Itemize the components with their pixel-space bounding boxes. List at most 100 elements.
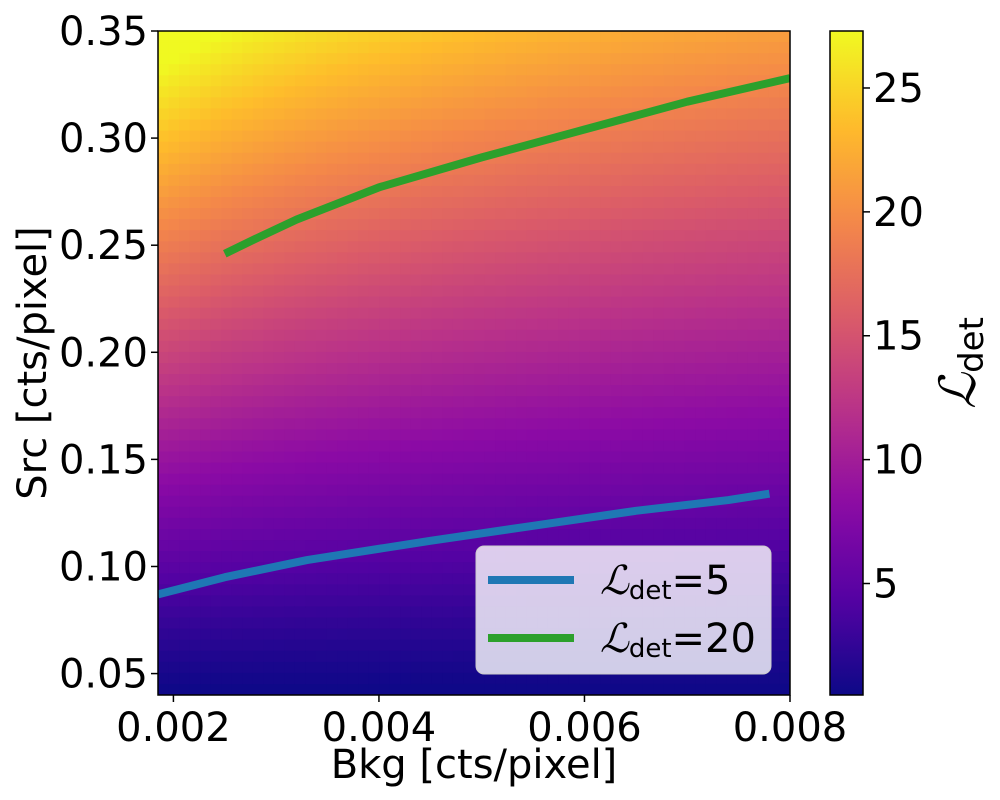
heatmap-cell [642,340,654,353]
heatmap-cell [642,396,654,408]
heatmap-cell [221,185,233,198]
heatmap-cell [252,241,264,253]
heatmap-cell [474,451,486,464]
heatmap-cell [779,351,790,364]
heatmap-cell [410,174,422,187]
heatmap-cell [737,130,749,143]
heatmap-cell [400,606,412,619]
heatmap-cell [189,562,201,574]
heatmap-cell [431,86,443,98]
heatmap-cell [179,219,191,231]
y-tick-label: 0.30 [59,116,148,162]
heatmap-cell [305,53,317,65]
heatmap-cell [400,462,412,475]
heatmap-cell [379,573,391,585]
heatmap-cell [221,296,233,309]
heatmap-cell [758,462,770,475]
heatmap-cell [221,529,233,541]
heatmap-cell [632,484,644,497]
heatmap-cell [779,285,790,298]
heatmap-cell [337,495,349,508]
heatmap-cell [632,86,644,98]
heatmap-cell [368,374,380,386]
heatmap-cell [621,451,633,464]
heatmap-cell [242,639,254,652]
heatmap-cell [347,31,359,43]
heatmap-cell [158,385,170,397]
heatmap-cell [442,573,454,585]
heatmap-cell [252,163,264,176]
heatmap-cell [263,683,275,695]
heatmap-cell [610,672,623,685]
heatmap-cell [400,529,412,541]
heatmap-cell [326,285,338,298]
heatmap-cell [684,53,696,65]
heatmap-cell [347,584,359,596]
heatmap-cell [526,119,538,132]
heatmap-cell [632,197,644,209]
heatmap-cell [326,495,338,508]
heatmap-cell [221,628,233,641]
heatmap-cell [558,219,570,231]
heatmap-cell [168,252,180,264]
heatmap-cell [326,108,338,121]
heatmap-cell [684,484,696,497]
heatmap-cell [273,141,285,154]
heatmap-cell [252,318,264,331]
heatmap-cell [705,374,717,386]
heatmap-cell [579,407,591,419]
heatmap-cell [158,517,170,530]
heatmap-cell [263,329,275,342]
heatmap-cell [179,617,191,630]
heatmap-cell [726,174,738,187]
heatmap-cell [737,163,749,176]
heatmap-cell [305,418,317,430]
heatmap-cell [663,31,675,43]
heatmap-cell [431,197,443,209]
heatmap-cell [779,407,790,419]
heatmap-cell [558,108,570,121]
heatmap-cell [400,108,412,121]
heatmap-cell [758,495,770,508]
heatmap-cell [695,285,707,298]
heatmap-cell [316,374,328,386]
heatmap-cell [305,672,317,685]
y-tick-label: 0.35 [59,9,148,55]
heatmap-cell [779,396,790,408]
heatmap-cell [410,628,422,641]
heatmap-cell [632,396,644,408]
heatmap-cell [158,31,170,43]
heatmap-cell [337,517,349,530]
heatmap-cell [558,197,570,209]
heatmap-cell [684,683,696,695]
heatmap-cell [547,351,559,364]
heatmap-cell [252,639,264,652]
heatmap-cell [431,661,443,674]
heatmap-cell [589,396,601,408]
heatmap-cell [600,252,612,264]
heatmap-cell [726,31,738,43]
heatmap-cell [200,639,212,652]
heatmap-cell [737,42,749,54]
heatmap-cell [768,363,781,375]
heatmap-cell [695,484,707,497]
heatmap-cell [231,329,243,342]
heatmap-cell [221,141,233,154]
heatmap-cell [642,64,654,76]
heatmap-cell [600,64,612,76]
heatmap-cell [547,163,559,176]
heatmap-cell [210,484,222,497]
heatmap-cell [421,219,433,231]
heatmap-cell [621,672,633,685]
heatmap-cell [347,540,359,552]
heatmap-cell [431,141,443,154]
heatmap-cell [474,429,486,442]
heatmap-cell [284,119,296,132]
heatmap-cell [210,307,222,320]
heatmap-cell [294,318,307,331]
heatmap-cell [231,274,243,287]
heatmap-cell [263,197,275,209]
heatmap-cell [779,661,790,674]
heatmap-cell [484,108,496,121]
heatmap-cell [189,307,201,320]
